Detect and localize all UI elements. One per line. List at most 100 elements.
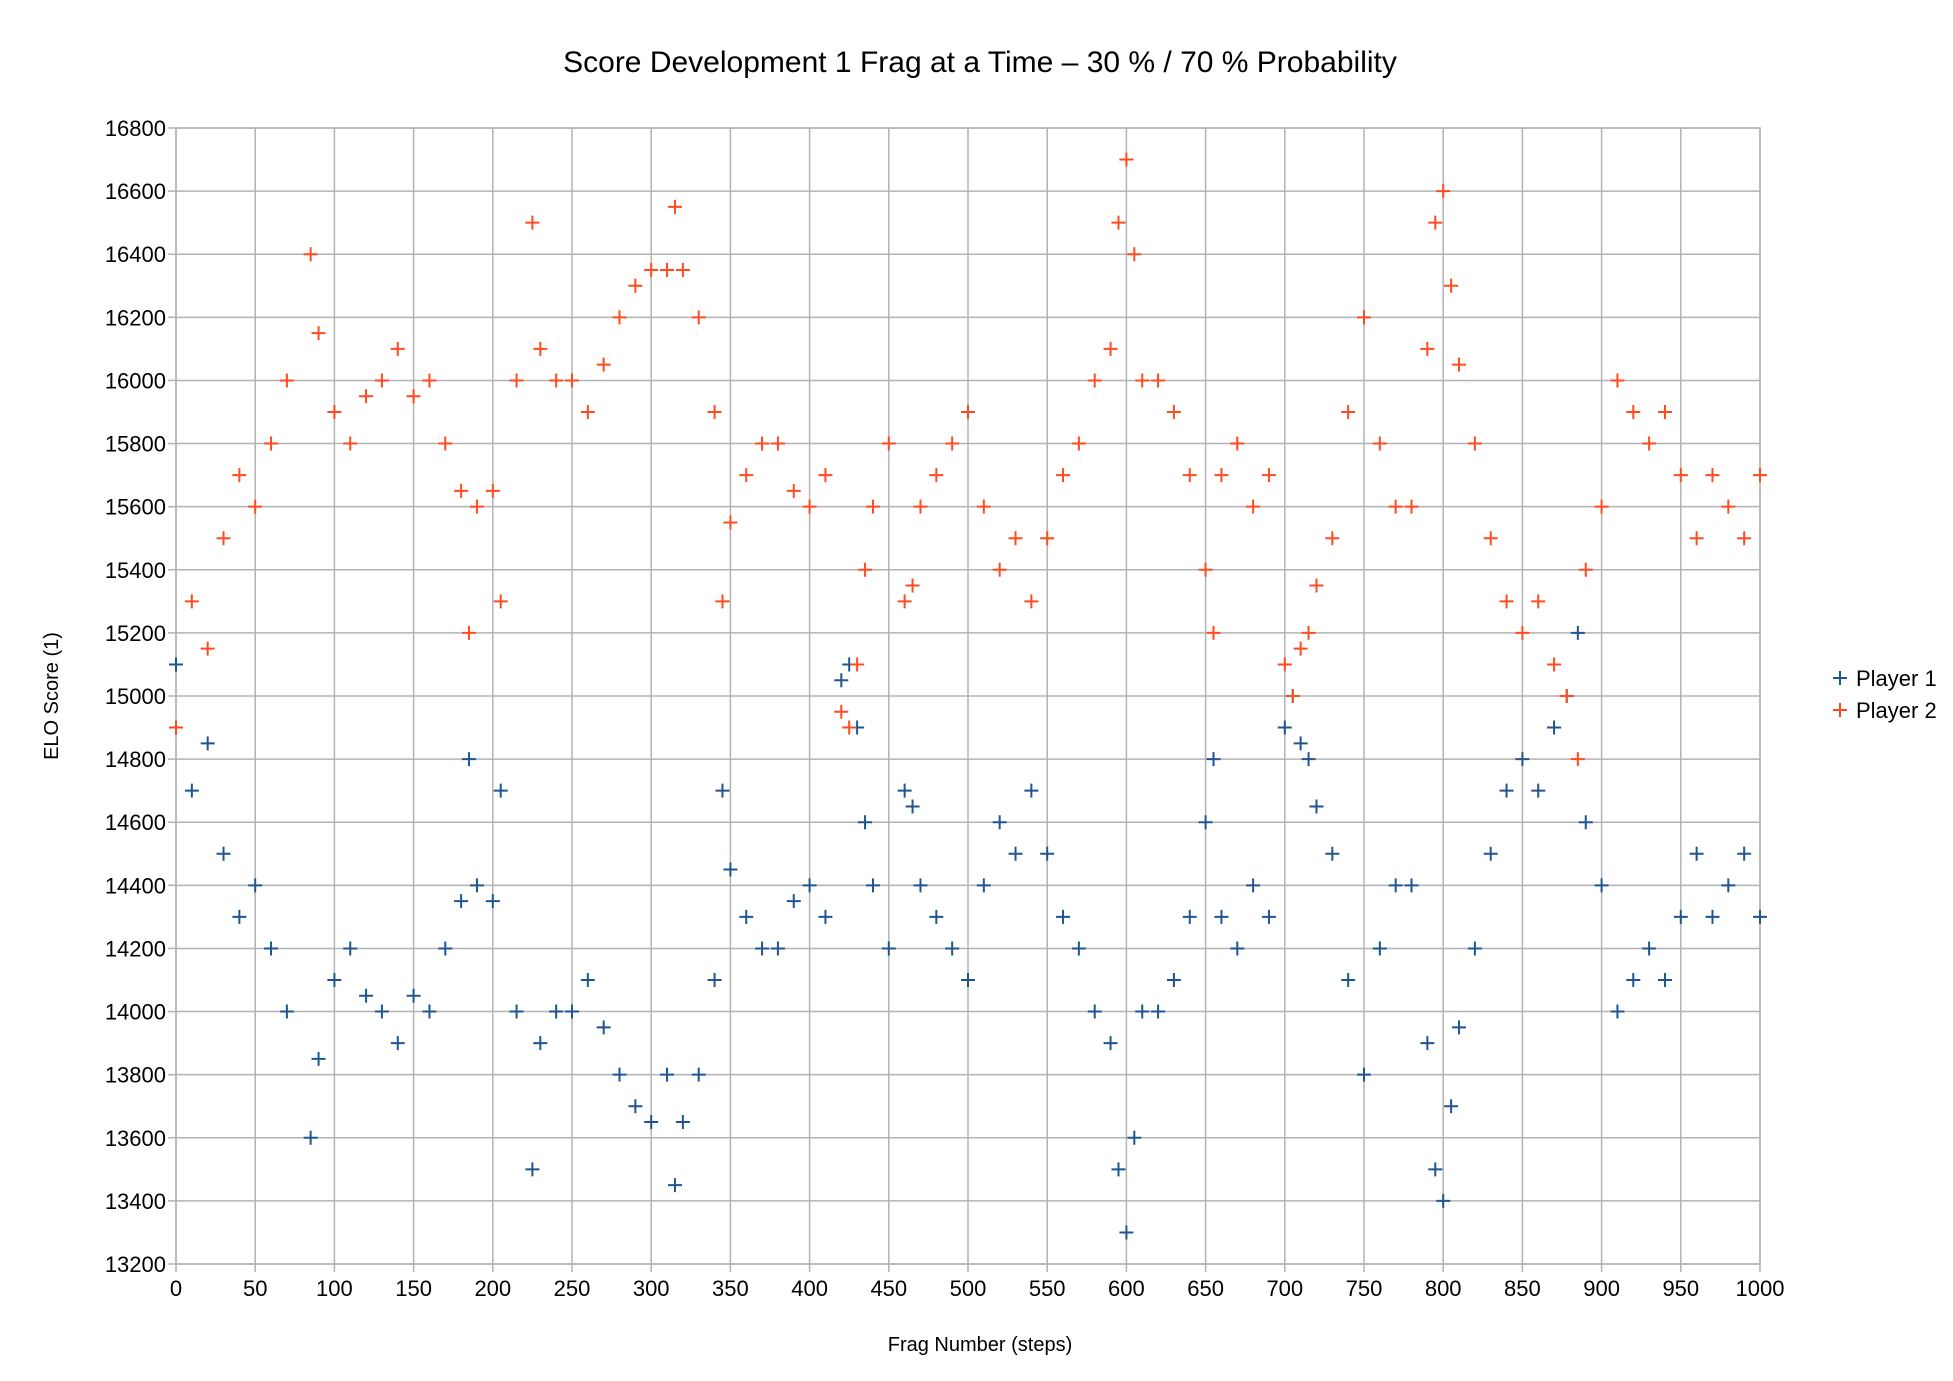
data-point-series-2 xyxy=(1214,468,1229,483)
data-point-series-2 xyxy=(1040,531,1055,546)
data-point-series-1 xyxy=(1127,1130,1142,1145)
data-point-series-2 xyxy=(1135,373,1150,388)
data-point-series-1 xyxy=(1309,799,1324,814)
data-point-series-2 xyxy=(675,263,690,277)
data-point-series-2 xyxy=(509,373,524,388)
data-point-series-2 xyxy=(438,436,453,451)
y-tick-label: 14800 xyxy=(105,747,166,772)
data-point-series-1 xyxy=(1040,846,1055,861)
chart-title: Score Development 1 Frag at a Time – 30 … xyxy=(563,46,1397,79)
data-point-series-2 xyxy=(842,720,857,735)
data-point-series-1 xyxy=(1166,973,1181,987)
x-tick-label: 150 xyxy=(395,1276,432,1301)
data-point-series-1 xyxy=(1483,846,1498,861)
data-point-series-1 xyxy=(913,878,928,893)
data-point-series-2 xyxy=(786,483,801,498)
data-point-series-2 xyxy=(1689,531,1704,546)
data-point-series-2 xyxy=(565,373,579,388)
data-point-series-2 xyxy=(1610,373,1625,388)
data-point-series-1 xyxy=(549,1004,564,1019)
y-tick-label: 15800 xyxy=(105,432,166,457)
data-point-series-1 xyxy=(1388,878,1403,893)
data-point-series-1 xyxy=(1428,1162,1443,1177)
data-point-series-2 xyxy=(359,389,374,404)
data-point-series-2 xyxy=(1127,247,1142,262)
data-point-series-2 xyxy=(1753,468,1767,483)
data-point-series-1 xyxy=(897,783,912,798)
data-point-series-2 xyxy=(1657,405,1672,419)
data-point-series-2 xyxy=(1570,752,1585,767)
data-point-series-1 xyxy=(1182,909,1197,924)
data-point-series-2 xyxy=(549,373,564,388)
data-point-series-1 xyxy=(675,1115,690,1129)
data-point-series-2 xyxy=(1420,341,1435,356)
data-point-series-1 xyxy=(1610,1004,1625,1019)
y-tick-label: 14400 xyxy=(105,873,166,898)
x-tick-label: 700 xyxy=(1266,1276,1303,1301)
data-point-series-1 xyxy=(232,909,247,924)
data-point-series-1 xyxy=(1198,815,1213,830)
data-point-series-1 xyxy=(786,894,801,909)
data-point-series-2 xyxy=(834,704,849,719)
y-axis-label: ELO Score (1) xyxy=(41,632,63,760)
data-point-series-1 xyxy=(802,878,817,893)
data-point-series-2 xyxy=(1737,531,1752,546)
data-point-series-1 xyxy=(1119,1225,1134,1240)
data-point-series-2 xyxy=(1357,310,1371,325)
data-points xyxy=(169,152,1767,1240)
x-tick-label: 400 xyxy=(791,1276,828,1301)
data-point-series-1 xyxy=(1277,720,1292,735)
data-point-series-1 xyxy=(770,941,785,956)
y-tick-label: 14000 xyxy=(105,1000,166,1025)
data-point-series-1 xyxy=(1657,973,1672,987)
x-tick-label: 350 xyxy=(712,1276,749,1301)
data-point-series-2 xyxy=(216,531,231,546)
data-point-series-1 xyxy=(1737,846,1752,861)
data-point-series-1 xyxy=(667,1178,682,1193)
data-point-series-1 xyxy=(905,799,920,814)
data-point-series-2 xyxy=(1008,531,1023,546)
data-point-series-1 xyxy=(311,1051,326,1066)
data-point-series-1 xyxy=(715,783,730,798)
data-point-series-2 xyxy=(660,263,675,277)
data-point-series-2 xyxy=(454,483,469,498)
data-point-series-2 xyxy=(232,468,247,483)
data-point-series-2 xyxy=(612,310,627,325)
data-point-series-1 xyxy=(1626,973,1641,987)
data-point-series-1 xyxy=(406,988,421,1003)
y-tick-label: 13600 xyxy=(105,1126,166,1151)
data-point-series-2 xyxy=(303,247,318,262)
data-point-series-1 xyxy=(200,736,215,751)
data-point-series-2 xyxy=(644,263,659,277)
data-point-series-1 xyxy=(462,752,477,767)
data-point-series-1 xyxy=(1452,1020,1467,1035)
data-point-series-1 xyxy=(1214,909,1229,924)
data-point-series-1 xyxy=(992,815,1007,830)
data-point-series-1 xyxy=(628,1099,643,1114)
data-point-series-2 xyxy=(533,341,548,356)
data-point-series-1 xyxy=(1436,1193,1451,1208)
legend-label: Player 1 xyxy=(1856,666,1937,691)
data-point-series-2 xyxy=(691,310,706,325)
data-point-series-1 xyxy=(1357,1067,1371,1082)
data-point-series-1 xyxy=(1293,736,1308,751)
data-point-series-2 xyxy=(961,405,975,419)
data-point-series-1 xyxy=(485,894,500,909)
data-point-series-1 xyxy=(493,783,508,798)
data-point-series-1 xyxy=(755,941,770,956)
data-point-series-1 xyxy=(596,1020,611,1035)
data-point-series-2 xyxy=(1673,468,1688,483)
data-point-series-1 xyxy=(961,973,975,987)
data-point-series-1 xyxy=(374,1004,389,1019)
y-tick-label: 16600 xyxy=(105,179,166,204)
data-point-series-2 xyxy=(818,468,833,483)
x-tick-label: 200 xyxy=(474,1276,511,1301)
data-point-series-2 xyxy=(422,373,437,388)
data-point-series-2 xyxy=(1293,641,1308,656)
data-point-series-1 xyxy=(525,1162,540,1177)
data-point-series-1 xyxy=(422,1004,437,1019)
x-tick-label: 600 xyxy=(1108,1276,1145,1301)
data-point-series-1 xyxy=(1151,1004,1166,1019)
